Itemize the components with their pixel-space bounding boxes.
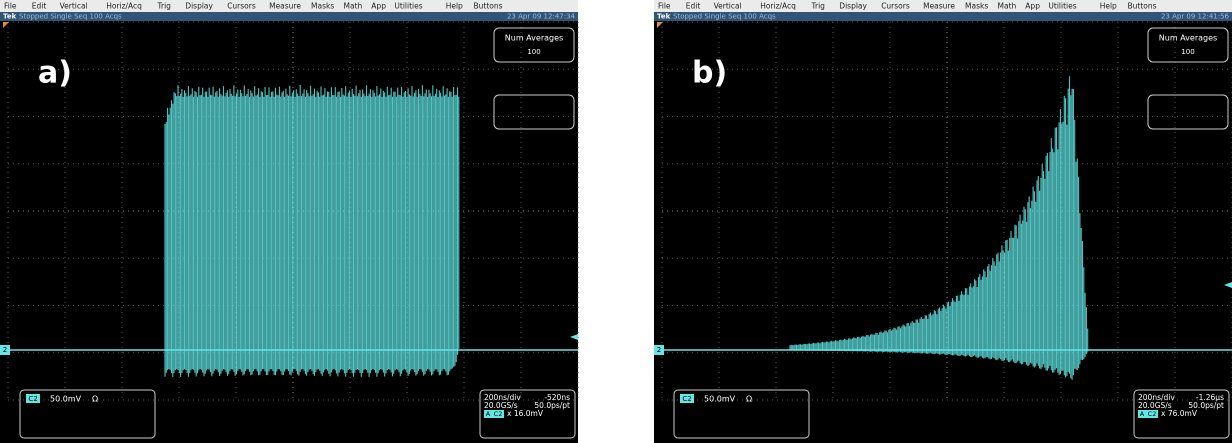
menu-bar bbox=[654, 0, 1232, 12]
trigger-channel: C2 bbox=[494, 410, 503, 418]
menu-item[interactable]: Edit bbox=[32, 2, 47, 11]
averages-value: 100 bbox=[1181, 48, 1194, 56]
trigger-source: A bbox=[486, 410, 491, 418]
channel-marker: 2 bbox=[657, 346, 661, 354]
channel-coupling: Ω bbox=[92, 395, 98, 404]
panel-label: b) bbox=[692, 56, 727, 91]
menu-item[interactable]: Display bbox=[839, 2, 867, 11]
timestamp: 23 Apr 09 12:41:56 bbox=[1161, 13, 1230, 21]
scope-panel: File Edit Vertical Horiz/Acq Trig Display Curs… bbox=[654, 0, 1232, 443]
menu-item[interactable]: Cursors bbox=[881, 2, 910, 11]
timebase-delay: -1.26µs bbox=[1196, 393, 1224, 402]
menu-item[interactable]: Utilities bbox=[394, 2, 422, 11]
channel-name: C2 bbox=[28, 395, 37, 403]
menu-item[interactable]: Utilities bbox=[1048, 2, 1076, 11]
menu-item[interactable]: App bbox=[371, 2, 386, 11]
menu-item[interactable]: Measure bbox=[923, 2, 955, 11]
waveform bbox=[789, 76, 1089, 380]
panel-label: a) bbox=[38, 56, 72, 91]
timebase-div: 200ns/div bbox=[1138, 393, 1175, 402]
channel-box bbox=[673, 389, 810, 439]
status-bar bbox=[0, 12, 578, 21]
menu-item[interactable]: Vertical bbox=[60, 2, 88, 11]
acq-state: Stopped Single Seq 100 Acqs bbox=[19, 13, 122, 21]
trigger-level: x 76.0mV bbox=[1161, 409, 1198, 418]
scope-panel: File Edit Vertical Horiz/Acq Trig Display Curs… bbox=[0, 0, 579, 443]
channel-marker-box bbox=[0, 345, 10, 355]
menu-item[interactable]: File bbox=[4, 2, 17, 11]
averages-title: Num Averages bbox=[1159, 34, 1217, 43]
menu-item[interactable]: Edit bbox=[686, 2, 701, 11]
menu-item[interactable]: Horiz/Acq bbox=[760, 2, 796, 11]
menu-item[interactable]: Cursors bbox=[227, 2, 256, 11]
trigger-tag bbox=[484, 410, 504, 418]
trigger-channel: C2 bbox=[1148, 410, 1157, 418]
menu-item[interactable]: Math bbox=[344, 2, 363, 11]
timebase-box bbox=[479, 389, 576, 439]
empty-box bbox=[1147, 94, 1229, 130]
menu-item[interactable]: Buttons bbox=[474, 2, 503, 11]
level-marker bbox=[570, 334, 578, 340]
averages-title: Num Averages bbox=[505, 34, 563, 43]
waveform bbox=[164, 85, 460, 377]
averages-box bbox=[493, 27, 575, 63]
trigger-level: x 16.0mV bbox=[507, 409, 544, 418]
screen bbox=[654, 21, 1232, 443]
menu-item[interactable]: Vertical bbox=[714, 2, 742, 11]
channel-marker-box bbox=[654, 345, 664, 355]
menu-item[interactable]: File bbox=[658, 2, 671, 11]
resolution: 50.0ps/pt bbox=[534, 401, 570, 410]
timebase-div: 200ns/div bbox=[484, 393, 521, 402]
menu-item[interactable]: Horiz/Acq bbox=[106, 2, 142, 11]
menu-item[interactable]: Help bbox=[446, 2, 463, 11]
menu-item[interactable]: Help bbox=[1100, 2, 1117, 11]
menu-bar bbox=[0, 0, 578, 12]
brand: Tek bbox=[3, 13, 17, 21]
channel-coupling: Ω bbox=[746, 395, 752, 404]
menu-item[interactable]: Trig bbox=[811, 2, 826, 11]
menu-item[interactable]: Masks bbox=[965, 2, 988, 11]
menu-item[interactable]: Masks bbox=[311, 2, 334, 11]
timestamp: 23 Apr 09 12:47:34 bbox=[507, 13, 576, 21]
channel-name: C2 bbox=[682, 395, 691, 403]
averages-value: 100 bbox=[527, 48, 540, 56]
empty-box bbox=[493, 94, 575, 130]
timebase-delay: -520ns bbox=[544, 393, 570, 402]
channel-box bbox=[19, 389, 156, 439]
menu-item[interactable]: Display bbox=[185, 2, 213, 11]
timebase-box bbox=[1133, 389, 1230, 439]
channel-tag bbox=[680, 394, 694, 403]
channel-tag bbox=[26, 394, 40, 403]
trigger-tag bbox=[1138, 410, 1158, 418]
menu-item[interactable]: Trig bbox=[157, 2, 172, 11]
menu-item[interactable]: Math bbox=[998, 2, 1017, 11]
menu-item[interactable]: Buttons bbox=[1128, 2, 1157, 11]
trigger-marker bbox=[657, 22, 663, 28]
status-bar bbox=[654, 12, 1232, 21]
channel-marker: 2 bbox=[3, 346, 7, 354]
resolution: 50.0ps/pt bbox=[1188, 401, 1224, 410]
menu-item[interactable]: Measure bbox=[269, 2, 301, 11]
level-marker bbox=[1224, 282, 1232, 288]
channel-scale: 50.0mV bbox=[704, 395, 736, 404]
trigger-marker bbox=[3, 22, 9, 28]
trigger-source: A bbox=[1140, 410, 1145, 418]
sample-rate: 20.0GS/s bbox=[1138, 401, 1172, 410]
brand: Tek bbox=[657, 13, 671, 21]
acq-state: Stopped Single Seq 100 Acqs bbox=[673, 13, 776, 21]
averages-box bbox=[1147, 27, 1229, 63]
sample-rate: 20.0GS/s bbox=[484, 401, 518, 410]
channel-scale: 50.0mV bbox=[50, 395, 82, 404]
menu-item[interactable]: App bbox=[1025, 2, 1040, 11]
